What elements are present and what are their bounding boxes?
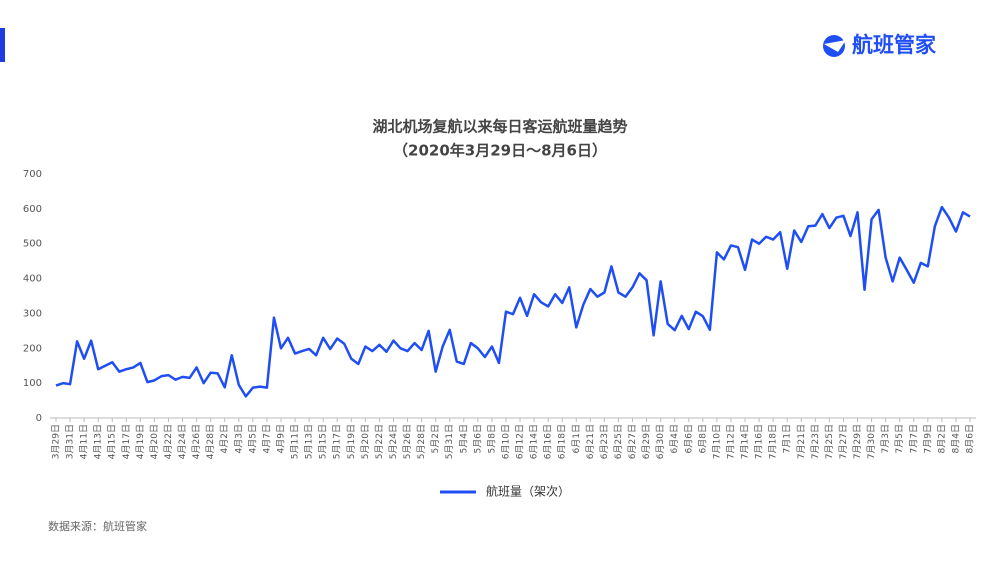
x-tick-label: 3月29日: [51, 424, 62, 459]
logo-plane: [824, 40, 846, 52]
x-tick-label: 7月23日: [810, 424, 821, 459]
x-tick-label: 7月27日: [838, 424, 849, 459]
x-tick-label: 5月20日: [360, 424, 371, 459]
x-tick-label: 6月12日: [515, 424, 526, 459]
x-tick-label: 3月31日: [65, 424, 76, 459]
x-tick-label: 7月5日: [894, 424, 905, 453]
brand-name: 航班管家: [852, 33, 937, 57]
x-tick-label: 4月24日: [177, 424, 188, 459]
x-tick-label: 4月20日: [149, 424, 160, 459]
x-tick-label: 4月3日: [233, 424, 244, 453]
source-note: 数据来源：航班管家: [48, 519, 147, 533]
x-tick-label: 8月2日: [936, 424, 947, 453]
x-tick-label: 5月31日: [444, 424, 455, 459]
x-tick-label: 5月11日: [290, 424, 301, 459]
chart-subtitle: （2020年3月29日～8月6日）: [393, 142, 607, 160]
x-tick-label: 7月3日: [880, 424, 891, 453]
x-tick-label: 4月9日: [275, 424, 286, 453]
y-tick-label: 0: [36, 413, 42, 424]
x-tick-label: 4月26日: [191, 424, 202, 459]
x-tick-label: 5月6日: [472, 424, 483, 453]
y-tick-label: 200: [23, 343, 42, 354]
corner-bar: [0, 28, 5, 62]
x-tick-label: 6月23日: [599, 424, 610, 459]
x-tick-label: 4月11日: [79, 424, 90, 459]
y-tick-label: 500: [23, 239, 42, 250]
x-tick-label: 6月10日: [500, 424, 511, 459]
x-tick-label: 8月6日: [965, 424, 976, 453]
x-tick-label: 7月12日: [725, 424, 736, 459]
x-tick-label: 4月13日: [93, 424, 104, 459]
x-tick-label: 6月27日: [627, 424, 638, 459]
x-tick-label: 7月14日: [740, 424, 751, 459]
y-tick-label: 600: [23, 204, 42, 215]
x-tick-label: 7月25日: [824, 424, 835, 459]
x-tick-label: 5月17日: [332, 424, 343, 459]
x-tick-label: 6月16日: [543, 424, 554, 459]
x-tick-label: 4月2日: [219, 424, 230, 453]
x-tick-label: 5月8日: [486, 424, 497, 453]
x-tick-label: 4月22日: [163, 424, 174, 459]
x-tick-label: 6月30日: [655, 424, 666, 459]
x-tick-label: 6月6日: [683, 424, 694, 453]
x-tick-label: 5月28日: [416, 424, 427, 459]
y-tick-label: 300: [23, 308, 42, 319]
x-tick-label: 7月29日: [852, 424, 863, 459]
x-tick-label: 7月10日: [711, 424, 722, 459]
x-tick-label: 5月2日: [430, 424, 441, 453]
x-tick-label: 7月21日: [796, 424, 807, 459]
x-tick-label: 4月17日: [121, 424, 132, 459]
y-tick-label: 100: [23, 378, 42, 389]
x-tick-label: 4月19日: [135, 424, 146, 459]
x-tick-label: 6月25日: [613, 424, 624, 459]
y-tick-label: 400: [23, 274, 42, 285]
x-tick-label: 7月7日: [908, 424, 919, 453]
legend-label: 航班量（架次）: [486, 484, 570, 499]
x-tick-label: 8月4日: [950, 424, 961, 453]
x-tick-label: 5月4日: [458, 424, 469, 453]
x-tick-label: 6月14日: [529, 424, 540, 459]
brand-logo: 航班管家: [823, 33, 937, 57]
x-tick-label: 5月26日: [402, 424, 413, 459]
x-tick-label: 7月18日: [768, 424, 779, 459]
x-tick-label: 5月22日: [374, 424, 385, 459]
x-tick-label: 6月4日: [669, 424, 680, 453]
x-tick-label: 7月16日: [754, 424, 765, 459]
x-tick-label: 4月15日: [107, 424, 118, 459]
x-tick-label: 4月7日: [261, 424, 272, 453]
x-tick-label: 4月5日: [247, 424, 258, 453]
x-tick-label: 6月1日: [571, 424, 582, 453]
x-tick-label: 7月9日: [922, 424, 933, 453]
x-tick-label: 7月1日: [782, 424, 793, 453]
x-tick-label: 5月19日: [346, 424, 357, 459]
series-line: [55, 205, 971, 398]
x-tick-label: 6月8日: [697, 424, 708, 453]
x-tick-label: 4月28日: [205, 424, 216, 459]
x-tick-label: 6月18日: [557, 424, 568, 459]
x-tick-label: 5月13日: [304, 424, 315, 459]
x-tick-label: 6月21日: [585, 424, 596, 459]
y-tick-label: 700: [23, 169, 42, 180]
chart-title: 湖北机场复航以来每日客运航班量趋势: [372, 118, 627, 136]
x-tick-label: 7月30日: [866, 424, 877, 459]
x-tick-label: 5月24日: [388, 424, 399, 459]
x-tick-label: 5月15日: [318, 424, 329, 459]
x-tick-label: 6月29日: [641, 424, 652, 459]
